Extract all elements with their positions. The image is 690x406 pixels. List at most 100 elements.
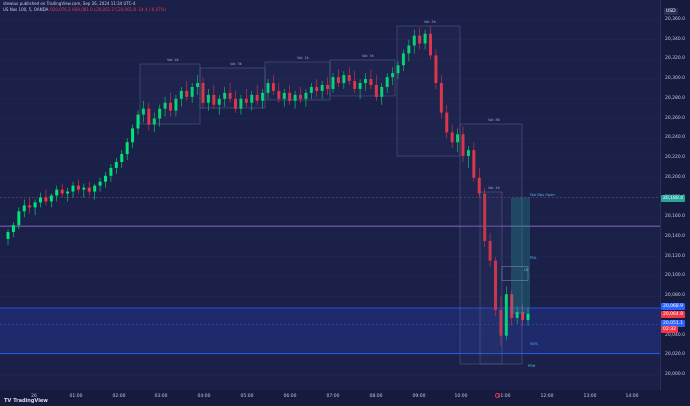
candle-body xyxy=(33,202,37,208)
candle-body xyxy=(288,92,292,101)
candle-body xyxy=(504,294,508,336)
time-tick-label: 01:00 xyxy=(69,394,83,399)
candle-body xyxy=(169,102,172,111)
price-tick-label: 20,020.0 xyxy=(665,352,686,358)
time-tick-label: 10:00 xyxy=(454,394,468,399)
candle-body xyxy=(185,90,189,97)
candle-body xyxy=(212,94,216,105)
time-tick-label: 02:00 xyxy=(112,394,126,399)
candle-body xyxy=(11,225,15,233)
candle-body xyxy=(120,154,124,162)
candle-body xyxy=(239,98,243,109)
candle-body xyxy=(190,86,194,97)
candle-body xyxy=(163,102,167,109)
candle-body xyxy=(282,92,286,99)
price-tick-label: 20,140.0 xyxy=(665,233,686,239)
alert-bell-icon[interactable] xyxy=(495,393,500,398)
level-label: PDH xyxy=(528,364,536,368)
price-badge: 20,180.4 xyxy=(661,194,686,202)
price-tick-label: 20,000.0 xyxy=(665,372,686,378)
target-zone xyxy=(511,197,530,314)
candlestick-chart[interactable] xyxy=(0,0,660,390)
time-tick-label: 04:00 xyxy=(197,394,211,399)
tradingview-logo-icon: TV xyxy=(4,398,12,404)
price-tick-label: 20,040.0 xyxy=(665,332,686,338)
candle-body xyxy=(82,187,86,190)
candle-body xyxy=(104,175,107,182)
volume-box xyxy=(396,25,461,157)
price-tick-label: 20,360.0 xyxy=(665,16,686,22)
candle-body xyxy=(347,75,351,82)
candle-body xyxy=(125,142,129,155)
candle-body xyxy=(515,311,519,318)
publisher-info: stewiux published on TradingView.com, Se… xyxy=(3,1,136,6)
volume-box xyxy=(329,59,396,97)
candle-body xyxy=(423,33,427,44)
brand-logo[interactable]: TV TradingView xyxy=(4,398,48,404)
level-label: 50% xyxy=(530,342,538,346)
candle-body xyxy=(196,83,200,87)
candle-body xyxy=(391,73,395,78)
box-label: Vol: 4k xyxy=(167,58,179,62)
chart-area[interactable]: stewiux published on TradingView.com, Se… xyxy=(0,0,660,390)
position-box xyxy=(501,266,529,281)
symbol-label[interactable]: US Nas 100, 5, OANDA xyxy=(3,7,49,12)
candle-body xyxy=(439,83,443,113)
candle-body xyxy=(55,189,59,196)
candle-body xyxy=(49,195,53,202)
target-label: Fair Day Open xyxy=(530,193,555,197)
candle-body xyxy=(136,114,140,129)
candle-body xyxy=(364,79,367,84)
volume-box xyxy=(264,61,331,101)
candle-body xyxy=(217,98,221,105)
time-tick-label: 08:00 xyxy=(369,394,383,399)
candle-body xyxy=(358,83,362,89)
box-label: Vol: 3k xyxy=(230,62,242,66)
time-tick-label: 07:00 xyxy=(326,394,340,399)
candle-body xyxy=(293,94,297,101)
candle-body xyxy=(71,185,75,192)
candle-body xyxy=(461,134,465,157)
candle-body xyxy=(510,294,514,318)
candle-body xyxy=(234,98,237,109)
liquidity-zone xyxy=(0,308,660,354)
candle-body xyxy=(412,35,416,46)
candle-body xyxy=(93,185,97,192)
candle-body xyxy=(60,189,64,194)
box-label: Vol: 2k xyxy=(297,56,309,60)
time-tick-label: 12:00 xyxy=(540,394,554,399)
time-tick-label: 14:00 xyxy=(625,394,639,399)
candle-body xyxy=(17,211,21,226)
candle-body xyxy=(141,108,145,115)
candle-body xyxy=(206,94,210,103)
time-tick-label: 05:00 xyxy=(240,394,254,399)
candle-body xyxy=(450,132,454,143)
candle-body xyxy=(277,90,281,99)
candle-body xyxy=(109,167,113,176)
level-label: LB xyxy=(524,268,529,272)
candle-body xyxy=(526,313,530,320)
volume-box xyxy=(479,191,503,365)
candle-body xyxy=(271,83,275,91)
candle-body xyxy=(331,77,335,89)
box-label: Vol: 5k xyxy=(424,20,436,24)
box-label: Vol: 4k xyxy=(488,186,500,190)
candle-body xyxy=(418,35,422,44)
price-tick-label: 20,280.0 xyxy=(665,95,686,101)
candle-body xyxy=(44,197,48,202)
candle-body xyxy=(477,177,481,194)
box-label: Vol: 3k xyxy=(362,54,374,58)
currency-button[interactable]: USD xyxy=(664,8,678,15)
price-tick-label: 20,240.0 xyxy=(665,135,686,141)
volume-box xyxy=(199,67,266,109)
candle-body xyxy=(179,90,183,99)
candle-body xyxy=(98,181,102,186)
candle-body xyxy=(385,77,389,87)
price-tick-label: 20,120.0 xyxy=(665,253,686,259)
time-axis[interactable] xyxy=(0,390,690,406)
candle-body xyxy=(342,75,346,84)
candle-body xyxy=(250,94,254,103)
price-badge: 20,068.9 xyxy=(661,303,686,311)
candle-body xyxy=(521,311,525,320)
price-badge: 20,064.8 xyxy=(661,310,686,318)
